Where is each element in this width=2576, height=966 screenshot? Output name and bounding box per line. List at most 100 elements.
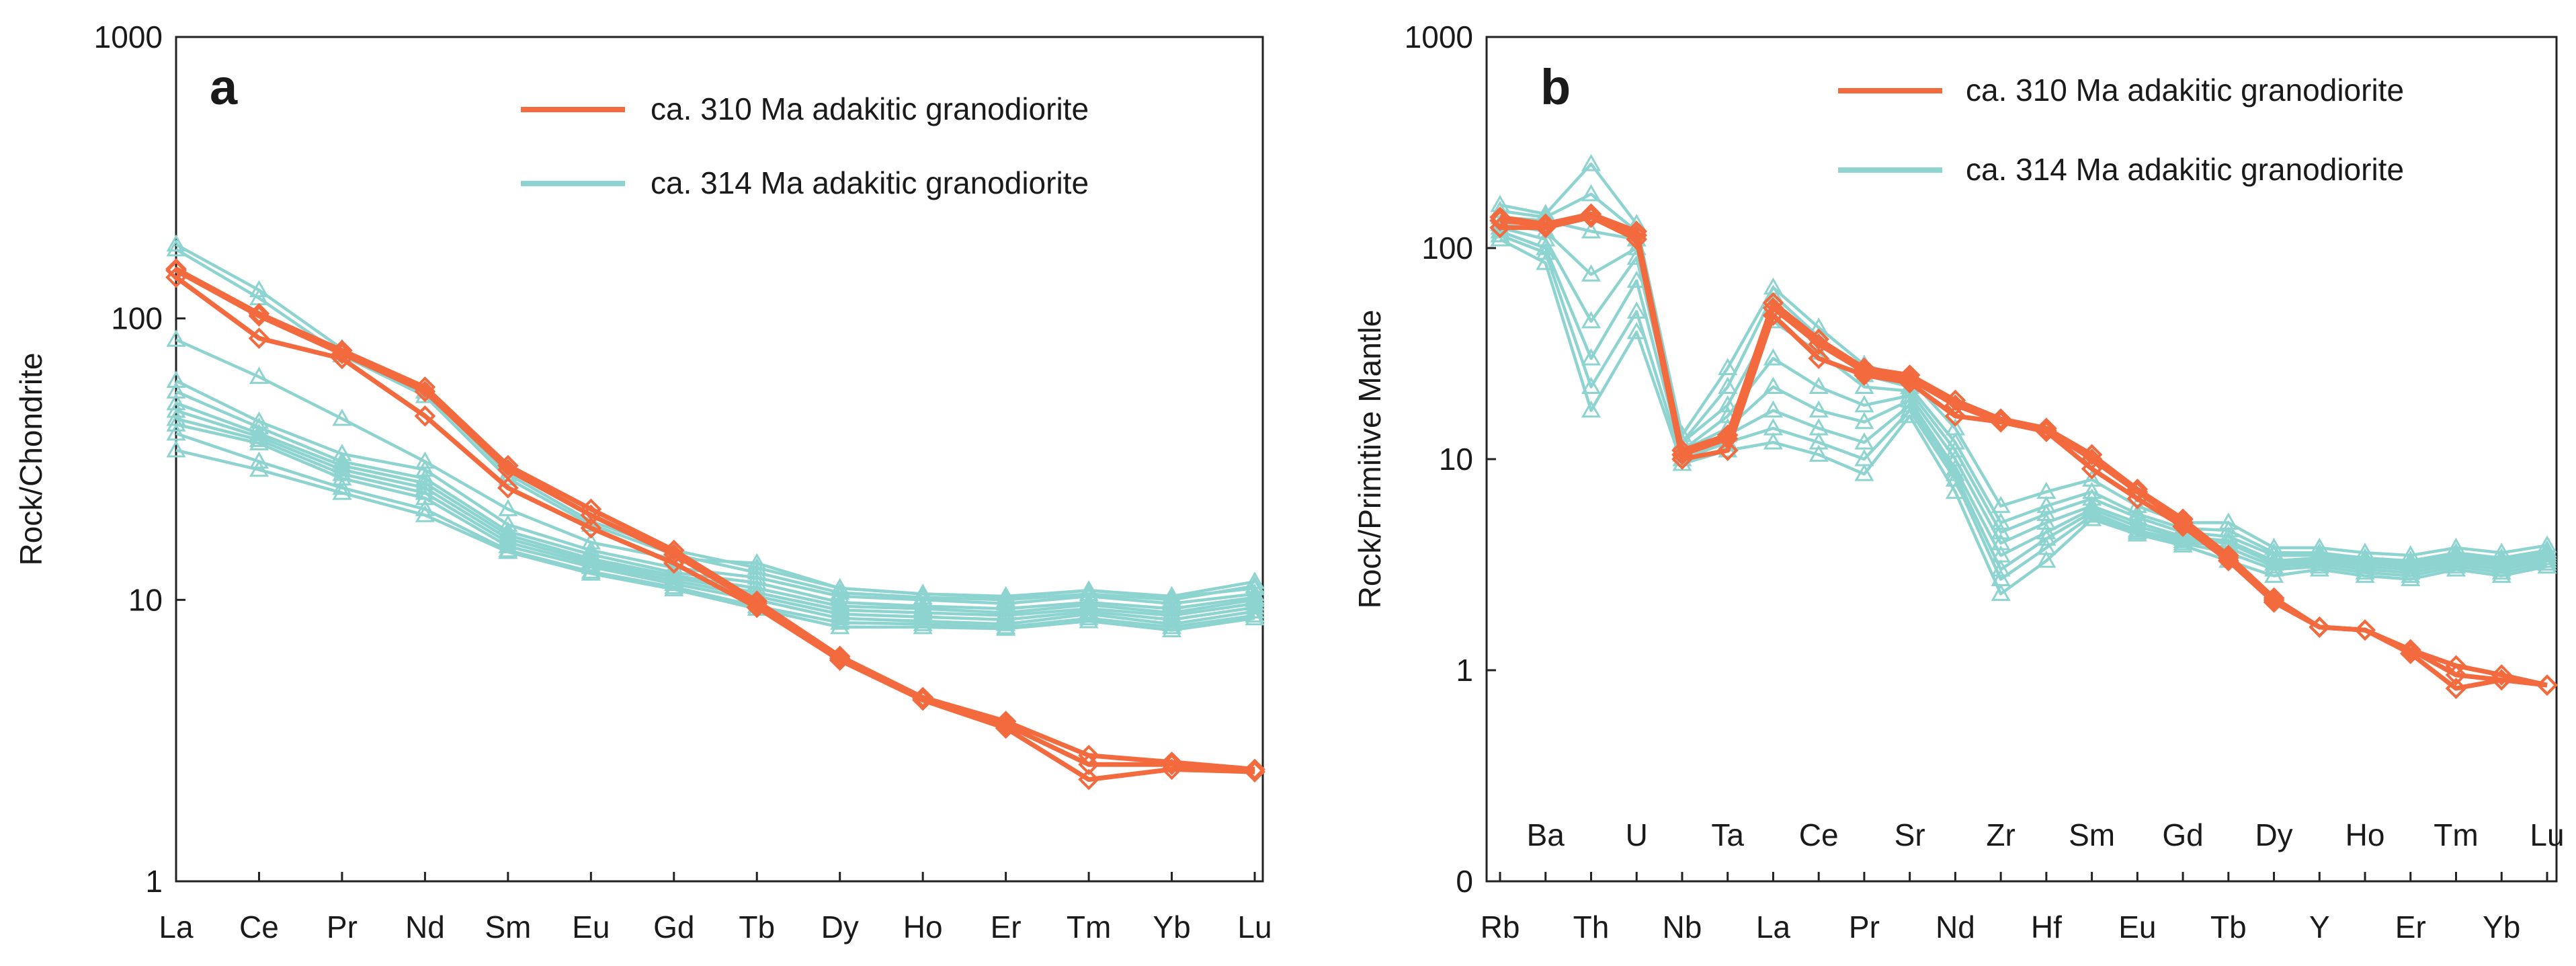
data-point-diamond [2081, 444, 2103, 466]
data-point-triangle [1490, 225, 1510, 243]
series-314-3 [1490, 214, 2557, 574]
data-point-diamond [2399, 639, 2421, 661]
data-point-triangle [1718, 358, 1738, 376]
chart-panel-b: 0 1 10 100 1000 Rb Ba Th U Nb Ta La Ce Pr Sr Nd Zr Hf Sm E… [1352, 19, 2565, 944]
x-tick-label: Ba [1527, 817, 1565, 852]
data-point-triangle [1245, 608, 1265, 626]
data-point-triangle [2491, 562, 2511, 580]
x-tick-label: Eu [572, 910, 610, 944]
data-point-diamond [580, 517, 602, 539]
data-point-diamond [2036, 417, 2057, 439]
data-point-diamond [663, 552, 685, 574]
x-tick-label: Sm [485, 910, 531, 944]
data-point-triangle [2082, 506, 2102, 523]
y-axis-title-b: Rock/Primitive Mantle [1352, 310, 1387, 609]
data-point-triangle [2082, 509, 2102, 526]
data-point-triangle [1854, 395, 1874, 413]
data-point-diamond [2172, 512, 2194, 534]
data-point-triangle [166, 239, 186, 257]
data-point-triangle [1536, 242, 1556, 260]
data-point-triangle [1763, 400, 1784, 418]
y-tick-labels-b: 0 1 10 100 1000 [1405, 19, 1496, 899]
data-point-diamond [2126, 487, 2149, 510]
data-point-triangle [1581, 400, 1602, 418]
data-point-triangle [1581, 311, 1602, 329]
data-point-diamond [2309, 616, 2331, 638]
data-point-diamond [995, 717, 1017, 739]
data-point-diamond [1716, 440, 1739, 461]
x-tick-label: Rb [1481, 910, 1520, 944]
data-point-triangle [1581, 348, 1602, 366]
data-point-triangle [415, 451, 435, 469]
series-310-11 [165, 258, 1265, 780]
legend-b: ca. 310 Ma adakitic granodiorite ca. 314… [1838, 73, 2404, 187]
series-310-8 [1489, 203, 2558, 696]
data-point-triangle [1991, 583, 2011, 601]
data-point-triangle [1809, 376, 1829, 394]
data-point-diamond [829, 649, 851, 672]
x-tick-label: Gd [2162, 817, 2203, 852]
data-point-diamond [1244, 761, 1265, 782]
series-line [175, 423, 1255, 626]
x-tick-label: Y [2309, 910, 2330, 944]
y-tick-label: 1000 [94, 19, 163, 54]
data-point-diamond [1990, 411, 2011, 433]
data-point-triangle [2173, 535, 2193, 553]
data-point-diamond [248, 305, 270, 327]
data-point-diamond [248, 327, 270, 350]
x-tick-label: Nd [405, 910, 445, 944]
data-point-triangle [2127, 524, 2147, 542]
data-point-triangle [1991, 522, 2011, 540]
x-tick-label: Ta [1711, 817, 1744, 852]
data-point-triangle [1718, 376, 1738, 394]
data-point-triangle [249, 366, 269, 385]
data-point-triangle [2309, 559, 2329, 577]
data-point-diamond [1161, 758, 1183, 780]
data-point-triangle [332, 408, 352, 426]
data-point-triangle [1581, 184, 1602, 202]
data-point-triangle [1581, 221, 1602, 239]
data-point-triangle [166, 423, 186, 441]
data-point-diamond [1534, 216, 1556, 239]
data-point-triangle [2127, 522, 2147, 540]
y-tick-label: 100 [1421, 231, 1473, 266]
x-tick-label: Nd [1936, 910, 1975, 944]
x-tick-label: La [159, 910, 194, 944]
data-point-triangle [2401, 565, 2421, 583]
data-point-diamond [1762, 305, 1784, 326]
data-point-diamond [2536, 674, 2558, 696]
data-point-triangle [1245, 605, 1265, 623]
data-point-diamond [1580, 203, 1602, 225]
series-line [175, 448, 1255, 632]
data-point-triangle [249, 459, 269, 477]
x-tick-label: Tm [2434, 817, 2478, 852]
legend-label-310-a: ca. 310 Ma adakitic granodiorite [651, 91, 1089, 126]
x-tick-label: Sm [2069, 817, 2115, 852]
data-point-diamond [663, 539, 685, 561]
data-point-triangle [664, 577, 684, 594]
data-point-triangle [2401, 569, 2421, 587]
x-tick-label: Lu [2530, 817, 2564, 852]
data-point-diamond [1990, 408, 2011, 430]
data-point-diamond [1489, 216, 1511, 239]
y-tick-label: 0 [1456, 864, 1473, 899]
y-tick-label: 1 [145, 864, 163, 899]
data-point-diamond [2445, 678, 2467, 699]
data-point-triangle [1763, 376, 1784, 394]
data-point-diamond [1671, 448, 1693, 470]
series-314-0 [166, 234, 1265, 604]
data-point-triangle [2036, 551, 2056, 568]
x-tick-label: Hf [2031, 910, 2062, 944]
x-tick-label: Ce [239, 910, 279, 944]
data-point-diamond [414, 405, 436, 427]
data-point-diamond [331, 348, 353, 370]
data-point-diamond [1854, 364, 1875, 386]
x-tick-label: Yb [2483, 910, 2520, 944]
data-point-triangle [249, 280, 269, 298]
data-point-triangle [332, 483, 352, 500]
x-tick-label: Gd [653, 910, 694, 944]
data-point-triangle [1581, 376, 1602, 394]
series-line [175, 401, 1255, 614]
series-line [175, 432, 1255, 629]
